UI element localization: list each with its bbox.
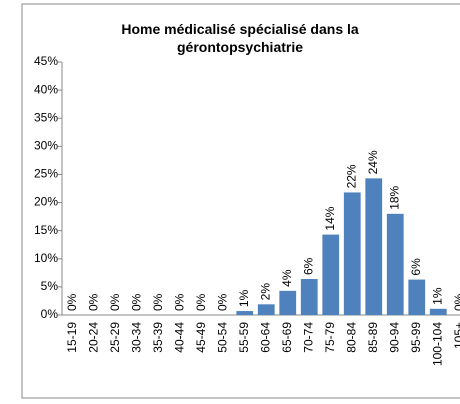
value-label: 1% [430, 287, 444, 305]
value-label: 0% [108, 293, 122, 311]
value-label: 0% [86, 293, 100, 311]
value-label: 0% [452, 293, 460, 311]
bar [322, 234, 340, 315]
x-tick-label: 25-29 [108, 322, 122, 353]
value-label: 2% [258, 283, 272, 301]
x-tick-label: 20-24 [86, 322, 100, 353]
bar [408, 279, 426, 315]
x-tick-label: 55-59 [237, 322, 251, 353]
value-label: 6% [409, 258, 423, 276]
value-label: 18% [387, 185, 401, 209]
value-label: 1% [237, 289, 251, 307]
x-tick-label: 85-89 [366, 322, 380, 353]
y-tick-label: 5% [41, 279, 59, 293]
value-label: 0% [129, 293, 143, 311]
x-tick-label: 90-94 [387, 322, 401, 353]
y-tick-label: 20% [34, 195, 58, 209]
value-label: 22% [344, 164, 358, 188]
value-label: 0% [172, 293, 186, 311]
x-tick-label: 65-69 [280, 322, 294, 353]
value-label: 24% [366, 150, 380, 174]
y-tick-label: 0% [41, 307, 59, 321]
chart-title: Home médicalisé spécialisé dans la géron… [121, 21, 359, 55]
bar [279, 290, 297, 315]
y-tick-label: 15% [34, 223, 58, 237]
y-tick-label: 35% [34, 110, 58, 124]
chart-frame [21, 3, 460, 399]
x-tick-label: 35-39 [151, 322, 165, 353]
value-label: 0% [215, 293, 229, 311]
x-tick-label: 15-19 [65, 322, 79, 353]
bar [429, 308, 447, 315]
y-tick-label: 10% [34, 251, 58, 265]
value-label: 0% [194, 293, 208, 311]
bar [365, 178, 383, 315]
x-tick-label: 30-34 [129, 322, 143, 353]
bar [236, 311, 254, 315]
value-label: 0% [151, 293, 165, 311]
x-tick-label: 105+ [452, 322, 460, 349]
x-tick-label: 95-99 [409, 322, 423, 353]
x-tick-label: 80-84 [344, 322, 358, 353]
x-tick-label: 50-54 [215, 322, 229, 353]
x-tick-label: 70-74 [301, 322, 315, 353]
x-tick-label: 75-79 [323, 322, 337, 353]
y-tick-label: 45% [34, 54, 58, 68]
x-tick-label: 100-104 [430, 322, 444, 366]
value-label: 0% [65, 293, 79, 311]
bar [257, 304, 275, 315]
bar [300, 279, 318, 315]
x-tick-label: 45-49 [194, 322, 208, 353]
bar [386, 213, 404, 315]
value-label: 6% [301, 257, 315, 275]
y-tick-label: 25% [34, 167, 58, 181]
y-tick-label: 30% [34, 139, 58, 153]
x-tick-label: 60-64 [258, 322, 272, 353]
bar [343, 192, 361, 315]
x-tick-label: 40-44 [172, 322, 186, 353]
value-label: 14% [323, 206, 337, 230]
y-tick-label: 40% [34, 82, 58, 96]
value-label: 4% [280, 269, 294, 287]
